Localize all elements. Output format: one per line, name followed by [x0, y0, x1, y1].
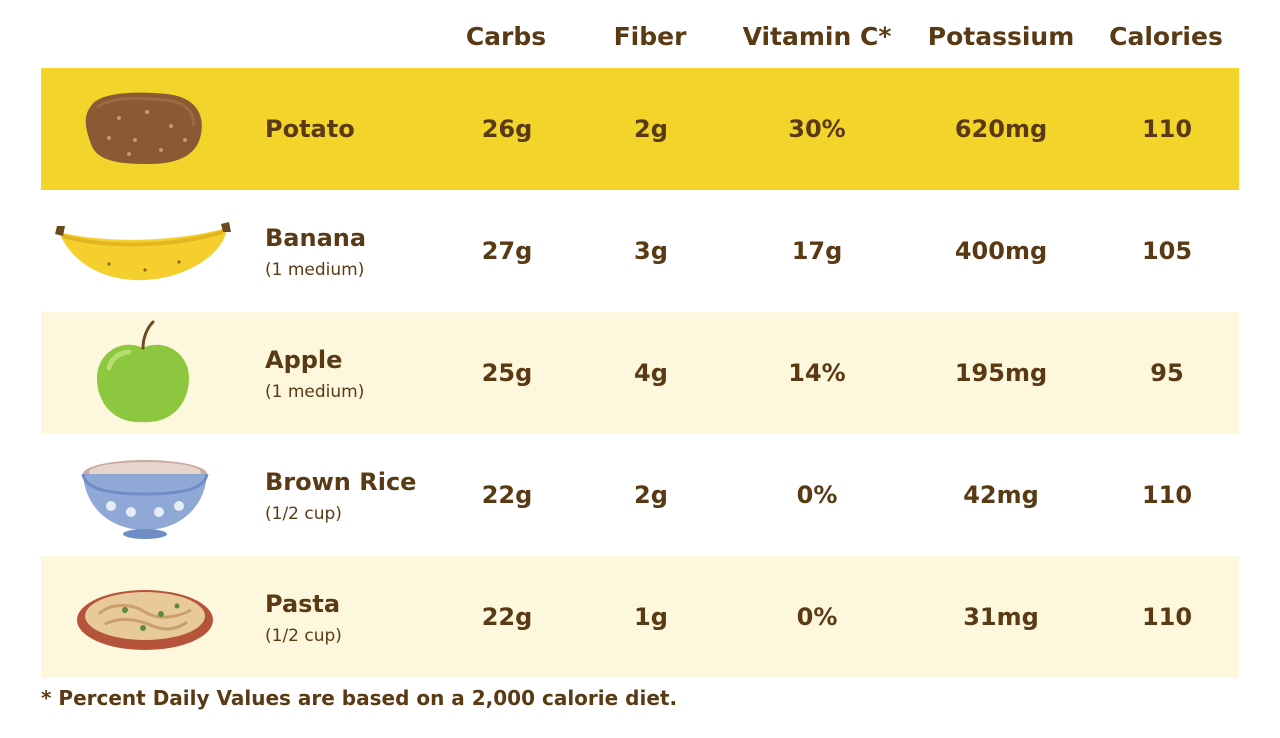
column-header-potassium: Potassium: [927, 22, 1075, 51]
cell-potato-fiber: 2g: [634, 115, 668, 143]
cell-banana-potassium: 400mg: [954, 237, 1048, 265]
column-header-fiber: Fiber: [613, 22, 687, 51]
cell-pasta-vitamin-c: 0%: [796, 603, 838, 631]
cell-pasta-calories: 110: [1141, 603, 1193, 631]
table-row-apple: Apple (1 medium) 25g 4g 14% 195mg 95: [41, 312, 1239, 434]
cell-apple-vitamin-c: 14%: [788, 359, 846, 387]
row-label: Brown Rice: [265, 468, 417, 496]
cell-apple-carbs: 25g: [481, 359, 533, 387]
table-row-brown-rice: Brown Rice (1/2 cup) 22g 2g 0% 42mg 110: [41, 434, 1239, 556]
row-serving: (1 medium): [265, 260, 365, 280]
cell-pasta-potassium: 31mg: [963, 603, 1039, 631]
cell-banana-fiber: 3g: [634, 237, 668, 265]
row-serving: (1/2 cup): [265, 504, 342, 524]
row-label: Apple: [265, 346, 343, 374]
column-header-carbs: Carbs: [465, 22, 547, 51]
cell-brown-rice-fiber: 2g: [634, 481, 668, 509]
cell-potato-calories: 110: [1141, 115, 1193, 143]
cell-pasta-fiber: 1g: [634, 603, 668, 631]
cell-apple-fiber: 4g: [634, 359, 668, 387]
cell-pasta-carbs: 22g: [481, 603, 533, 631]
cell-brown-rice-calories: 110: [1141, 481, 1193, 509]
banana-icon: [49, 190, 239, 312]
table-row-pasta: Pasta (1/2 cup) 22g 1g 0% 31mg 110: [41, 556, 1239, 678]
cell-brown-rice-potassium: 42mg: [963, 481, 1039, 509]
pasta-plate-icon: [49, 556, 239, 678]
cell-brown-rice-carbs: 22g: [481, 481, 533, 509]
cell-apple-potassium: 195mg: [954, 359, 1048, 387]
cell-potato-carbs: 26g: [481, 115, 533, 143]
rice-bowl-icon: [49, 434, 239, 556]
row-label: Potato: [265, 115, 355, 143]
potato-icon: [49, 68, 239, 190]
row-serving: (1/2 cup): [265, 626, 342, 646]
cell-potato-potassium: 620mg: [954, 115, 1048, 143]
cell-potato-vitamin-c: 30%: [788, 115, 846, 143]
row-label: Banana: [265, 224, 367, 252]
apple-icon: [49, 312, 239, 434]
row-serving: (1 medium): [265, 382, 365, 402]
column-header-calories: Calories: [1109, 22, 1223, 51]
cell-brown-rice-vitamin-c: 0%: [796, 481, 838, 509]
cell-banana-calories: 105: [1141, 237, 1193, 265]
cell-apple-calories: 95: [1150, 359, 1184, 387]
cell-banana-vitamin-c: 17g: [791, 237, 843, 265]
column-header-vitamin-c: Vitamin C*: [742, 22, 892, 51]
row-label: Pasta: [265, 590, 341, 618]
table-row-banana: Banana (1 medium) 27g 3g 17g 400mg 105: [41, 190, 1239, 312]
footnote: * Percent Daily Values are based on a 2,…: [41, 686, 678, 710]
table-row-potato: Potato 26g 2g 30% 620mg 110: [41, 68, 1239, 190]
cell-banana-carbs: 27g: [481, 237, 533, 265]
